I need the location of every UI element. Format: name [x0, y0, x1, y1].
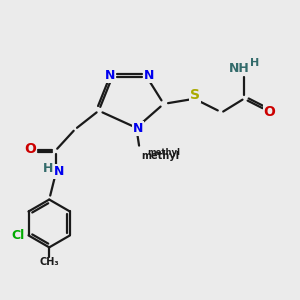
Text: H: H: [250, 58, 260, 68]
Text: methyl: methyl: [147, 148, 180, 157]
Text: N: N: [54, 165, 64, 178]
Text: CH₃: CH₃: [39, 257, 59, 267]
Text: methyl: methyl: [142, 151, 180, 161]
Text: H: H: [43, 162, 54, 175]
Text: N: N: [144, 69, 154, 82]
Text: N: N: [133, 122, 143, 135]
Text: Cl: Cl: [11, 229, 24, 242]
Text: O: O: [264, 105, 275, 119]
Text: NH: NH: [229, 62, 249, 75]
Text: S: S: [190, 88, 200, 102]
Text: N: N: [104, 69, 115, 82]
Text: O: O: [24, 142, 36, 156]
